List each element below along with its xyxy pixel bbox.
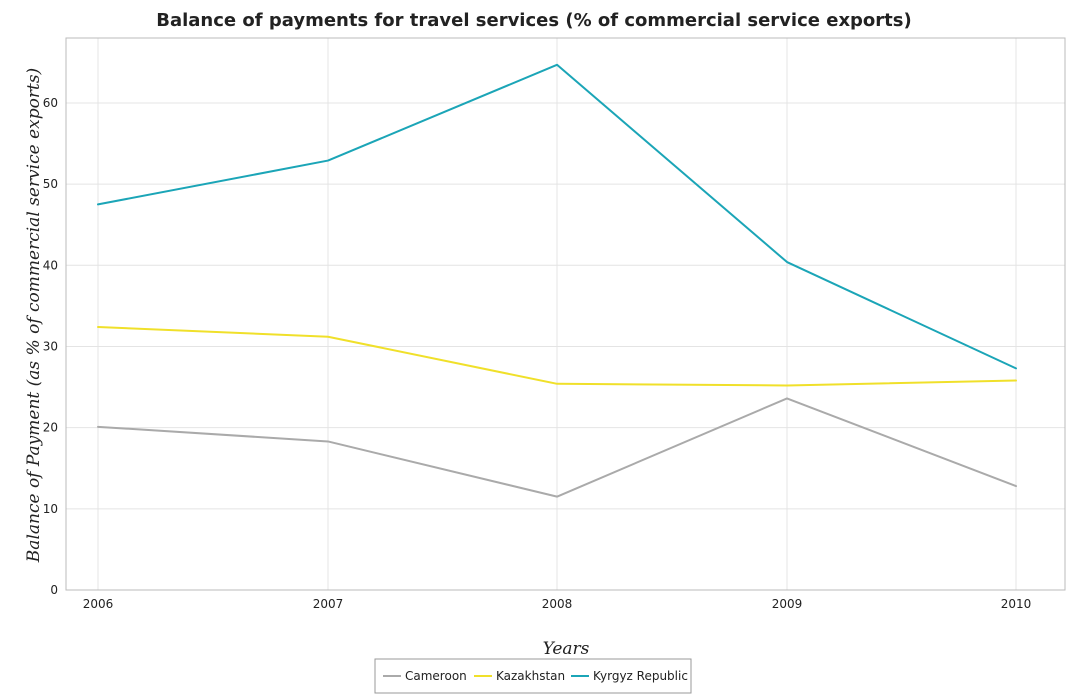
legend-label: Kazakhstan — [496, 669, 565, 683]
y-tick-label: 0 — [50, 583, 58, 597]
x-tick-label: 2007 — [313, 597, 344, 611]
y-tick-label: 40 — [43, 258, 58, 272]
series-line-cameroon — [97, 397, 1017, 498]
legend-label: Kyrgyz Republic — [593, 669, 688, 683]
plot-area — [65, 37, 1066, 591]
y-tick-label: 60 — [43, 96, 58, 110]
y-tick-label: 30 — [43, 339, 58, 353]
x-tick-label: 2006 — [83, 597, 114, 611]
series-line-kyrgyz-republic — [97, 63, 1017, 370]
series-line-kazakhstan — [97, 325, 1017, 387]
legend-label: Cameroon — [405, 669, 467, 683]
x-tick-label: 2010 — [1001, 597, 1032, 611]
legend-box — [374, 658, 692, 694]
x-axis-label: Years — [543, 639, 590, 659]
x-axis-ticks: 2006 2007 2008 2009 2010 — [83, 597, 1032, 611]
x-tick-label: 2009 — [772, 597, 803, 611]
x-tick-label: 2008 — [542, 597, 573, 611]
chart-title: Balance of payments for travel services … — [156, 10, 911, 31]
grid — [66, 38, 1065, 591]
legend: Cameroon Kazakhstan Kyrgyz Republic — [374, 658, 692, 694]
series-lines — [97, 63, 1017, 498]
y-tick-label: 50 — [43, 177, 58, 191]
y-tick-label: 10 — [43, 502, 58, 516]
y-axis-ticks: 0 10 20 30 40 50 60 — [43, 96, 58, 597]
y-tick-label: 20 — [43, 421, 58, 435]
y-axis-label: Balance of Payment (as % of commercial s… — [24, 68, 44, 563]
